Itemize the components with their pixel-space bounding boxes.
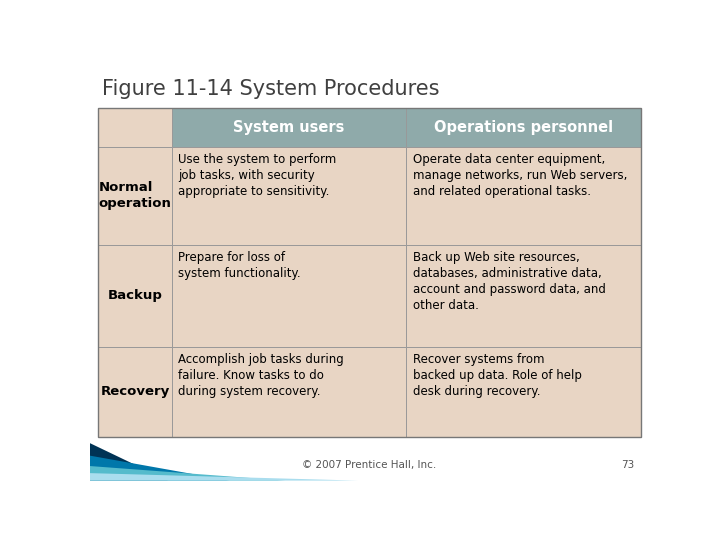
Text: Accomplish job tasks during
failure. Know tasks to do
during system recovery.: Accomplish job tasks during failure. Kno… bbox=[179, 353, 344, 398]
Polygon shape bbox=[90, 473, 358, 481]
Bar bbox=[406, 245, 641, 347]
Bar bbox=[99, 347, 171, 437]
Polygon shape bbox=[90, 466, 285, 481]
Text: Backup: Backup bbox=[107, 289, 163, 302]
Text: Recovery: Recovery bbox=[100, 386, 170, 399]
Bar bbox=[171, 245, 406, 347]
Bar bbox=[171, 347, 406, 437]
Bar bbox=[99, 109, 171, 147]
Bar bbox=[99, 245, 171, 347]
Bar bbox=[99, 147, 171, 245]
Text: Figure 11-14 System Procedures: Figure 11-14 System Procedures bbox=[102, 79, 440, 99]
Text: Back up Web site resources,
databases, administrative data,
account and password: Back up Web site resources, databases, a… bbox=[413, 251, 606, 312]
Text: Recover systems from
backed up data. Role of help
desk during recovery.: Recover systems from backed up data. Rol… bbox=[413, 353, 582, 398]
Text: Normal
operation: Normal operation bbox=[99, 181, 171, 211]
Bar bbox=[99, 109, 641, 437]
Bar bbox=[406, 147, 641, 245]
Text: Prepare for loss of
system functionality.: Prepare for loss of system functionality… bbox=[179, 251, 301, 280]
Text: System users: System users bbox=[233, 120, 344, 135]
Polygon shape bbox=[90, 456, 230, 481]
Bar bbox=[171, 147, 406, 245]
Polygon shape bbox=[90, 443, 168, 481]
Text: Operations personnel: Operations personnel bbox=[433, 120, 613, 135]
Text: © 2007 Prentice Hall, Inc.: © 2007 Prentice Hall, Inc. bbox=[302, 460, 436, 470]
Text: 73: 73 bbox=[621, 460, 634, 470]
Text: Use the system to perform
job tasks, with security
appropriate to sensitivity.: Use the system to perform job tasks, wit… bbox=[179, 153, 336, 198]
Bar bbox=[406, 109, 641, 147]
Bar bbox=[171, 109, 406, 147]
Text: Operate data center equipment,
manage networks, run Web servers,
and related ope: Operate data center equipment, manage ne… bbox=[413, 153, 627, 198]
Bar bbox=[406, 347, 641, 437]
